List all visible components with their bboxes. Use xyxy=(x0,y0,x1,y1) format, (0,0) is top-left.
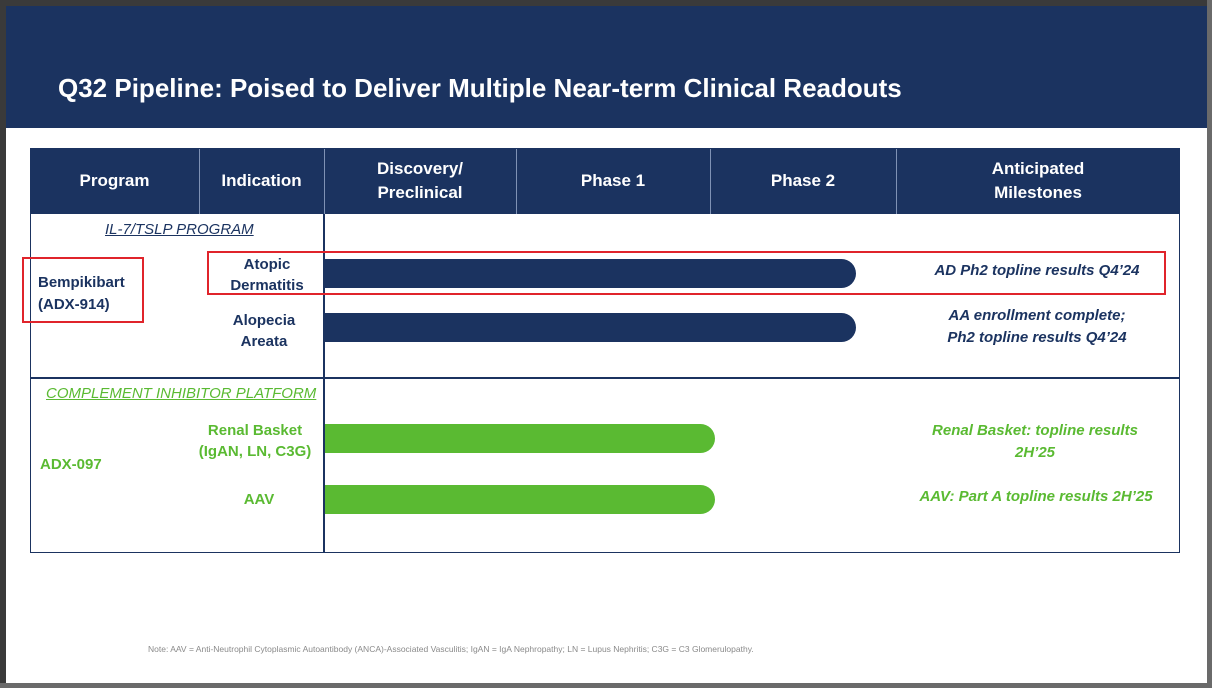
program-name-bempikibart: Bempikibart (ADX-914) xyxy=(38,274,125,313)
pipeline-bar-aav xyxy=(325,485,715,514)
pipeline-bar-renal-basket xyxy=(325,424,715,453)
column-header-discovery-preclinical: Discovery/ Preclinical xyxy=(377,159,463,202)
highlight-box-atopic-dermatitis-row xyxy=(207,251,1166,295)
column-divider-line xyxy=(323,214,325,553)
program-name-adx-097: ADX-097 xyxy=(40,456,102,473)
header-divider xyxy=(324,148,325,214)
window-frame-top xyxy=(0,0,1212,6)
table-outline xyxy=(30,148,1180,553)
window-frame-right xyxy=(1207,0,1212,688)
column-header-program: Program xyxy=(79,171,150,190)
indication-atopic-dermatitis: Atopic Dermatitis xyxy=(230,256,304,294)
column-header-indication: Indication xyxy=(221,171,302,190)
column-header-phase-2: Phase 2 xyxy=(770,171,836,190)
pipeline-bar-atopic-dermatitis xyxy=(325,259,856,288)
milestone-renal-basket: Renal Basket: topline results 2H’25 xyxy=(932,422,1138,461)
pipeline-bar-alopecia-areata xyxy=(325,313,856,342)
header-divider xyxy=(896,148,897,214)
milestone-atopic-dermatitis: AD Ph2 topline results Q4’24 xyxy=(934,262,1140,279)
window-frame-left xyxy=(0,0,6,688)
footnote: Note: AAV = Anti-Neutrophil Cytoplasmic … xyxy=(148,644,754,654)
section-label-complement-inhibitor: COMPLEMENT INHIBITOR PLATFORM xyxy=(46,385,317,402)
highlight-box-program xyxy=(22,257,144,323)
slide-header-band xyxy=(6,6,1207,128)
indication-alopecia-areata: Alopecia Areata xyxy=(232,312,296,350)
indication-aav: AAV xyxy=(243,491,275,508)
column-header-anticipated-milestones: Anticipated Milestones xyxy=(991,159,1085,202)
milestone-aav: AAV: Part A topline results 2H’25 xyxy=(919,488,1153,505)
window-frame-bottom xyxy=(0,683,1212,688)
header-divider xyxy=(199,148,200,214)
section-divider-line xyxy=(30,377,1180,379)
milestone-alopecia-areata: AA enrollment complete; Ph2 topline resu… xyxy=(947,307,1127,346)
table-header-row xyxy=(30,148,1180,214)
header-divider xyxy=(516,148,517,214)
slide-title: Q32 Pipeline: Poised to Deliver Multiple… xyxy=(58,73,902,103)
section-label-il7-tslp: IL-7/TSLP PROGRAM xyxy=(105,221,254,238)
header-divider xyxy=(710,148,711,214)
column-header-phase-1: Phase 1 xyxy=(580,171,646,190)
indication-renal-basket: Renal Basket (IgAN, LN, C3G) xyxy=(198,422,312,460)
